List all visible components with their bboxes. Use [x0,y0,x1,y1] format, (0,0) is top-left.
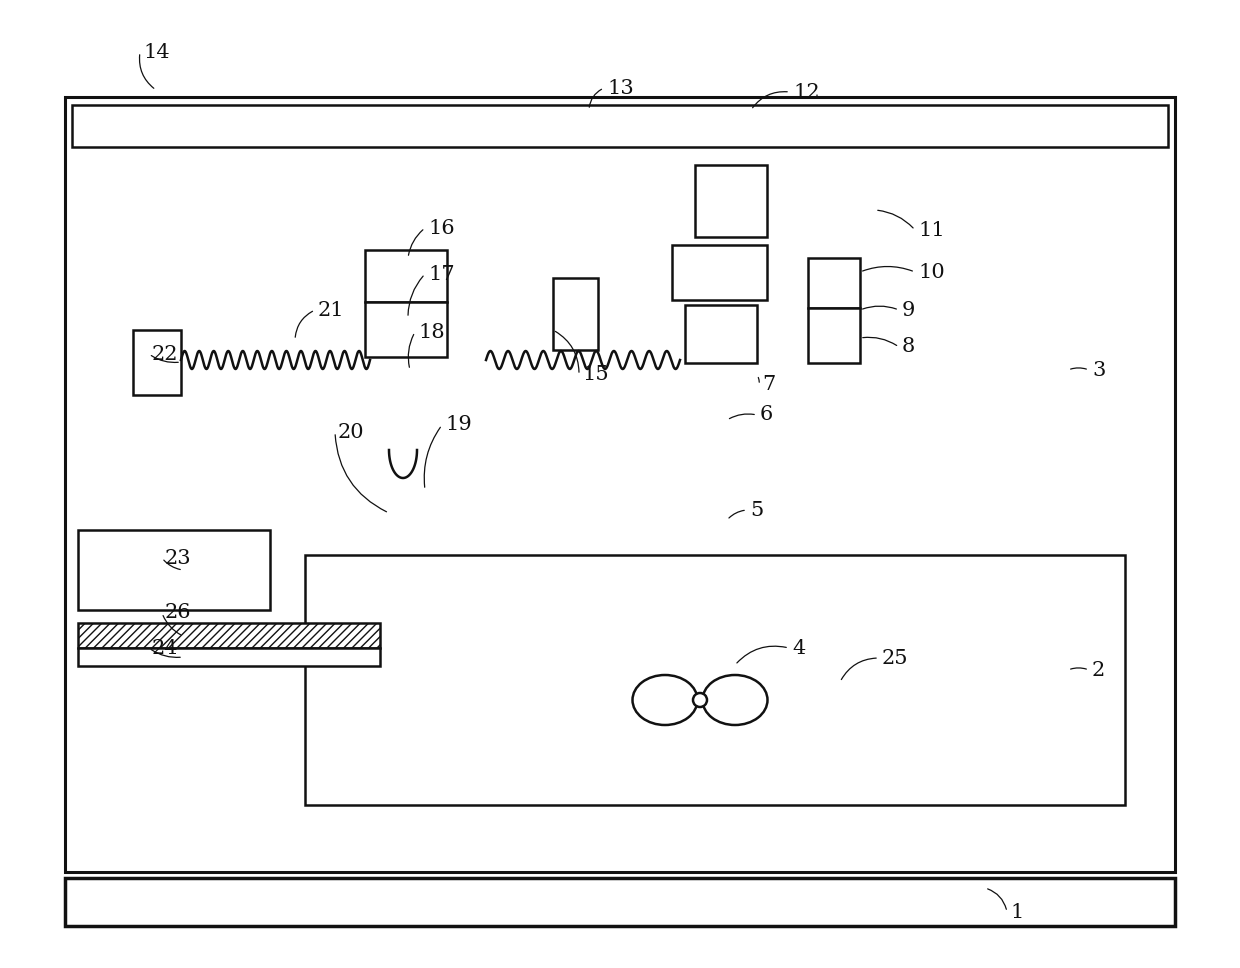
Text: 9: 9 [901,300,915,319]
Text: 25: 25 [882,649,909,668]
Bar [808,308,861,363]
Text: 4: 4 [792,639,805,657]
Text: 5: 5 [750,500,764,520]
Text: 3: 3 [1092,360,1105,379]
Text: 8: 8 [901,338,915,356]
Text: 16: 16 [428,219,455,237]
Text: 11: 11 [918,221,945,239]
Bar [672,245,768,300]
Bar [365,302,446,357]
Bar [305,555,1125,805]
Text: 10: 10 [918,262,945,282]
Text: 15: 15 [582,366,609,384]
Text: 17: 17 [428,264,455,284]
Bar [365,250,446,302]
Text: 6: 6 [760,406,774,425]
Bar [64,97,1176,872]
Text: 22: 22 [153,345,179,364]
Bar [133,330,181,395]
Text: 7: 7 [763,376,775,395]
Text: 12: 12 [794,82,820,102]
Bar [78,530,270,610]
Text: 26: 26 [165,603,191,622]
Bar [64,878,1176,926]
Text: 21: 21 [317,300,345,319]
Bar [78,648,379,666]
Text: 24: 24 [153,639,179,657]
Bar [684,305,756,363]
Text: 14: 14 [143,43,170,62]
Text: 19: 19 [445,415,471,435]
Text: 20: 20 [339,422,365,441]
Bar [72,105,1168,147]
Text: 18: 18 [418,322,445,342]
Bar [553,278,598,350]
Text: 13: 13 [608,78,634,98]
Text: 2: 2 [1092,660,1105,680]
Bar [808,258,861,308]
Text: 1: 1 [1011,902,1023,922]
Ellipse shape [703,675,768,725]
Bar [78,623,379,648]
Circle shape [693,693,707,707]
Bar [694,165,768,237]
Text: 23: 23 [165,549,192,567]
Ellipse shape [632,675,697,725]
